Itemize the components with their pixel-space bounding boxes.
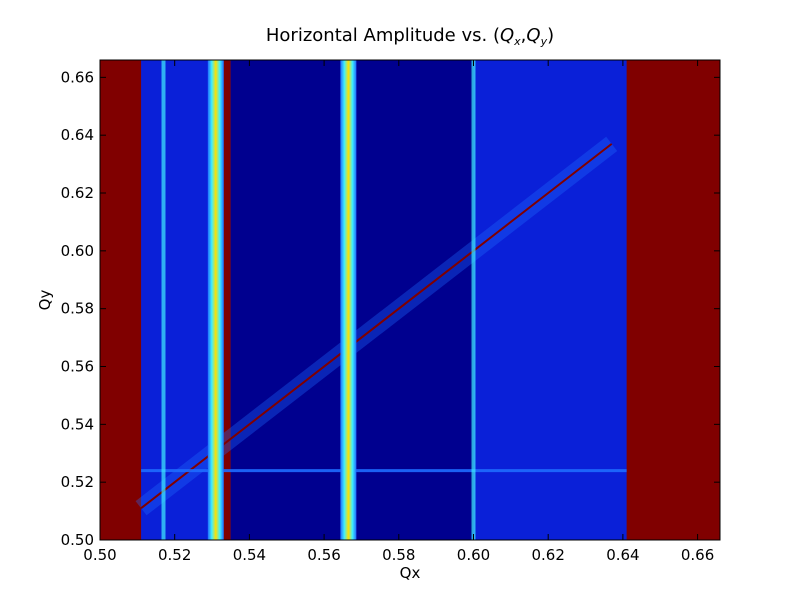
x-tick-label-8: 0.66 [681,546,714,564]
y-tick-label-8: 0.66 [61,68,94,86]
resonance-stripe-0 [161,60,166,540]
axis-ticks: 0.50 0.52 0.54 0.56 0.58 0.60 0.62 0.64 0.66 0.50… [61,60,720,564]
plot-area [100,60,720,540]
y-tick-label-5: 0.60 [61,242,94,260]
y-tick-label-2: 0.54 [61,415,94,433]
plot-frame [99,59,721,541]
resonance-stripe-2 [340,60,357,540]
y-tick-label-7: 0.64 [61,126,94,144]
y-axis-label: Qy [36,290,54,311]
x-tick-label-3: 0.56 [307,546,340,564]
x-tick-label-1: 0.52 [158,546,191,564]
y-tick-label-1: 0.52 [61,473,94,491]
x-axis-label: Qx [400,564,421,582]
resonance-stripe-3 [471,60,476,540]
x-tick-label-5: 0.60 [457,546,490,564]
x-tick-label-6: 0.62 [531,546,564,564]
x-tick-label-0: 0.50 [83,546,116,564]
chart-title: Horizontal Amplitude vs. (Qx,Qy) [266,25,554,48]
region-lost-2 [626,60,720,540]
region-lost-0 [100,60,142,540]
x-tick-label-2: 0.54 [233,546,266,564]
y-tick-label-0: 0.50 [61,531,94,549]
y-tick-label-6: 0.62 [61,184,94,202]
x-tick-label-4: 0.58 [382,546,415,564]
resonance-stripe-1 [207,60,224,540]
x-tick-label-7: 0.64 [606,546,639,564]
y-tick-label-4: 0.58 [61,300,94,318]
y-tick-label-3: 0.56 [61,358,94,376]
